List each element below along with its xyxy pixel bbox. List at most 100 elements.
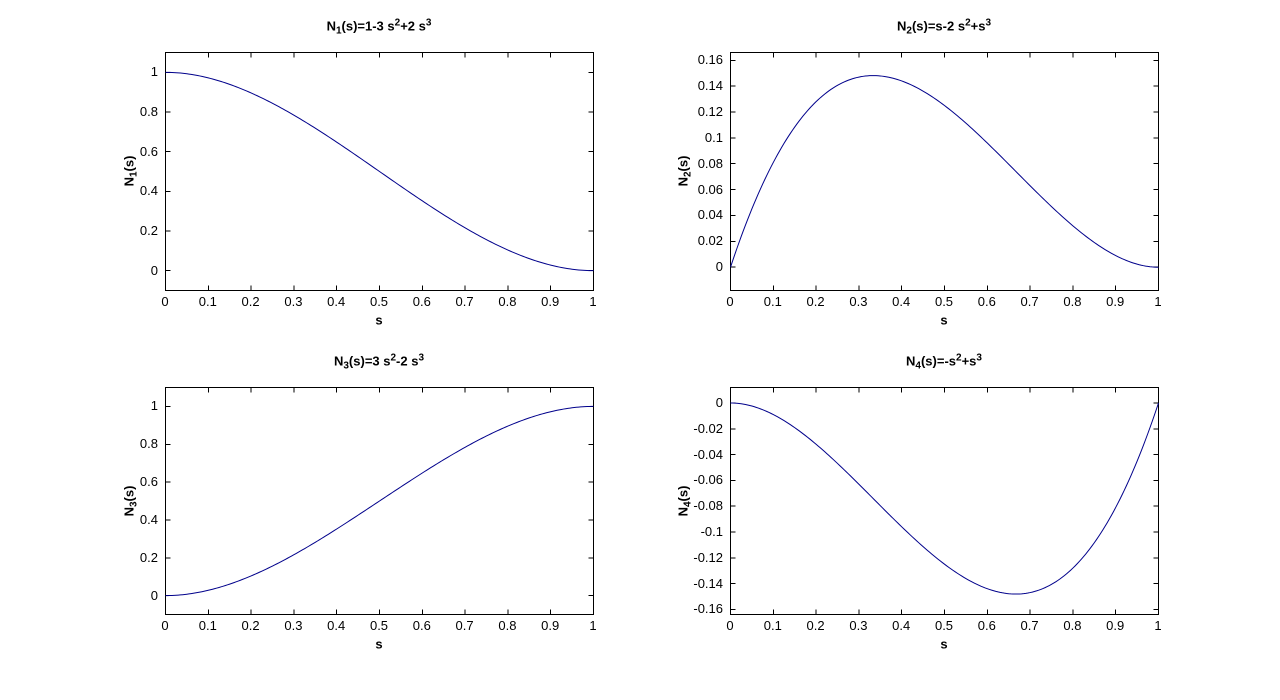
basis-function-curve-n3 [165,405,594,597]
x-tick-label: 0.6 [412,618,431,633]
x-tick-label: 1 [1154,294,1162,309]
x-tick-label: 0.7 [455,618,474,633]
y-tick-label: -0.16 [693,601,723,617]
x-axis-label-n3: s [375,636,383,652]
x-tick-label: 0.3 [849,618,868,633]
x-axis-label-n4: s [940,636,948,652]
x-tick-label: 0.3 [284,618,303,633]
y-tick-label: 0.6 [139,143,158,159]
x-axis-label-n2: s [940,312,948,328]
x-tick-label: 0.4 [327,618,346,633]
x-axis-label-n1: s [375,312,383,328]
basis-function-curve-n1 [165,71,594,272]
x-tick-label: 0.9 [541,294,560,309]
y-tick-label: 0.08 [697,155,723,171]
plot-title-n3: N3(s)=3 s2-2 s3 [333,352,425,372]
y-tick-label: -0.06 [693,472,723,488]
y-tick-label: 0.8 [139,436,158,452]
y-tick-label: -0.08 [693,498,723,514]
x-tick-label: 0 [726,294,734,309]
y-axis-label-n1: N1(s) [121,155,140,187]
x-tick-label: 0.6 [977,294,996,309]
y-tick-label: 0.06 [697,181,723,197]
x-tick-label: 1 [1154,618,1162,633]
x-tick-label: 0.9 [541,618,560,633]
y-tick-label: -0.02 [693,420,723,436]
plot-area-n1 [165,52,594,291]
axis-box [730,52,1159,291]
plot-title-n2: N2(s)=s-2 s2+s3 [896,17,992,37]
y-tick-label: 0.4 [139,183,158,199]
y-tick-label: 0.2 [139,223,158,238]
y-tick-label: 0.12 [697,104,723,119]
y-tick-label: -0.14 [693,575,723,591]
x-tick-label: 0.9 [1106,618,1125,633]
axis-box [165,387,594,615]
x-tick-label: 0.8 [498,618,517,633]
x-tick-label: 0.2 [241,618,260,633]
x-tick-label: 0.9 [1106,294,1125,309]
y-tick-label: 0 [715,394,723,410]
x-tick-label: 0.1 [198,618,217,633]
x-tick-label: 0.5 [369,294,389,309]
plot-area-n2 [730,52,1159,291]
x-tick-label: 0.2 [241,294,260,309]
y-tick-label: 0.4 [139,511,158,527]
x-tick-label: 0 [161,618,169,633]
x-tick-label: 0.3 [284,294,303,309]
x-tick-label: 1 [589,618,597,633]
x-tick-label: 0 [726,618,734,633]
y-tick-label: 0.04 [697,207,723,223]
x-tick-label: 0.2 [806,618,825,633]
y-tick-label: 0 [150,262,158,278]
axis-box [730,387,1159,615]
y-axis-label-n3: N3(s) [121,485,140,516]
x-tick-label: 0.1 [198,294,217,309]
y-tick-label: 0.16 [697,52,723,68]
y-tick-label: 0.02 [697,233,723,249]
x-tick-label: 0.8 [1063,618,1082,633]
x-tick-label: 0.7 [455,294,474,309]
x-tick-label: 0 [161,294,169,309]
y-tick-label: -0.12 [693,549,723,565]
x-tick-label: 0.7 [1020,618,1039,633]
x-tick-label: 1 [589,294,597,309]
x-tick-label: 0.7 [1020,294,1039,309]
x-tick-label: 0.6 [412,294,431,309]
x-tick-label: 0.1 [763,294,782,309]
y-tick-label: 1 [150,398,158,414]
axis-box [165,52,594,291]
x-tick-label: 0.8 [498,294,517,309]
y-tick-label: 0.1 [704,129,723,145]
x-tick-label: 0.3 [849,294,868,309]
plot-title-n1: N1(s)=1-3 s2+2 s3 [326,17,432,37]
y-tick-label: 0.6 [139,474,158,490]
y-tick-label: 0.8 [139,104,158,119]
x-tick-label: 0.5 [934,294,954,309]
x-tick-label: 0.1 [763,618,782,633]
x-tick-label: 0.4 [892,294,911,309]
y-tick-label: 0 [150,587,158,603]
x-tick-label: 0.8 [1063,294,1082,309]
x-tick-label: 0.6 [977,618,996,633]
y-tick-label: -0.04 [693,446,723,462]
plot-title-n4: N4(s)=-s2+s3 [906,352,982,372]
plot-area-n3 [165,387,594,615]
plot-area-n4 [730,387,1159,615]
x-tick-label: 0.4 [892,618,911,633]
x-tick-label: 0.4 [327,294,346,309]
y-tick-label: 1 [150,64,158,80]
x-tick-label: 0.5 [369,618,389,633]
x-tick-label: 0.5 [934,618,954,633]
x-tick-label: 0.2 [806,294,825,309]
y-tick-label: 0.2 [139,549,158,565]
basis-function-curve-n4 [730,402,1159,595]
y-tick-label: 0 [715,259,723,275]
y-tick-label: 0.14 [697,78,723,94]
y-tick-label: -0.1 [700,523,723,539]
